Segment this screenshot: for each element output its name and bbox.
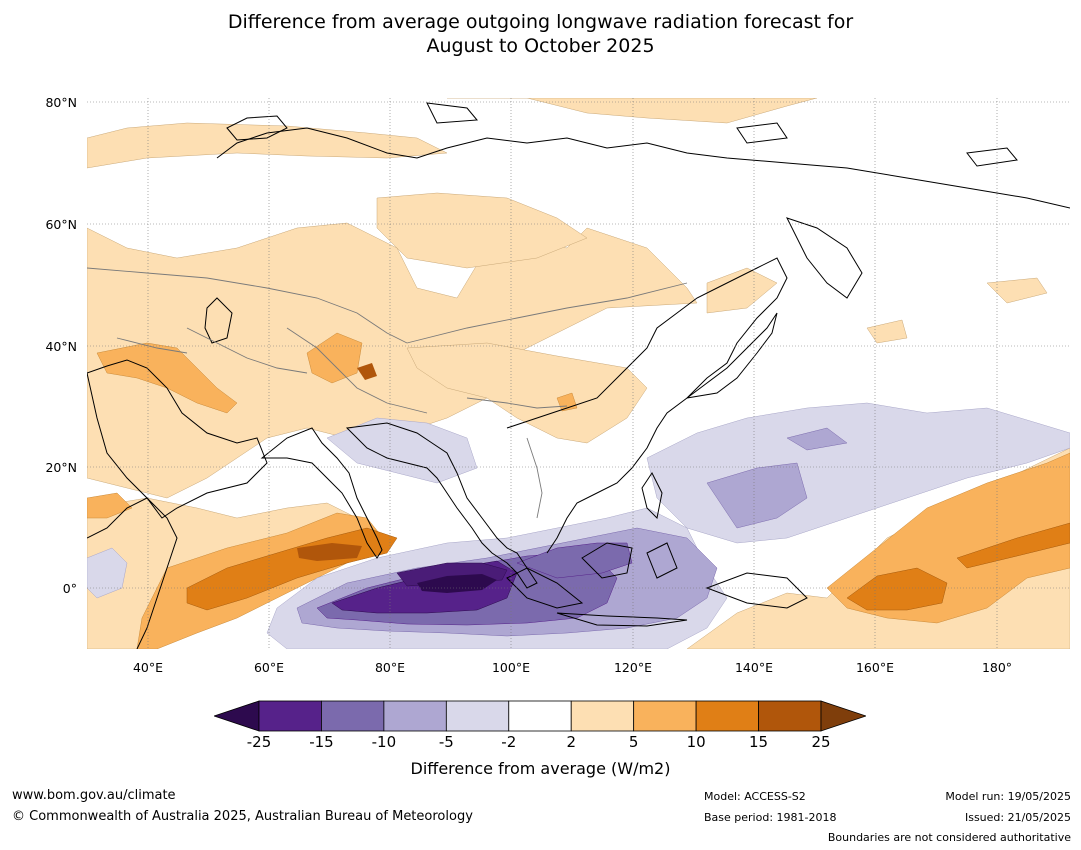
lon-label-40e: 40°E <box>132 660 164 675</box>
colorbar-tick-label: -2 <box>501 733 517 751</box>
colorbar-segment <box>570 700 635 732</box>
colorbar-tick-label: 2 <box>566 733 576 751</box>
colorbar-tick-label: 15 <box>749 733 769 751</box>
colorbar-tick-label: 10 <box>686 733 706 751</box>
colorbar-segment <box>321 700 385 732</box>
colorbar-segment <box>258 700 322 732</box>
colorbar-tick-label: -25 <box>246 733 272 751</box>
colorbar-segment <box>695 700 759 732</box>
lon-label-100e: 100°E <box>491 660 530 675</box>
title-line-2: August to October 2025 <box>426 35 655 57</box>
lat-label-60n: 60°N <box>45 217 77 232</box>
colorbar-title: Difference from average (W/m2) <box>410 759 671 778</box>
lon-label-80e: 80°E <box>374 660 406 675</box>
lat-label-20n: 20°N <box>45 460 77 475</box>
country-borders <box>87 267 688 519</box>
model-name: Model: ACCESS-S2 <box>704 790 806 803</box>
colorbar-extend-high <box>820 700 866 732</box>
lat-label-40n: 40°N <box>45 339 77 354</box>
colorbar-segment <box>383 700 447 732</box>
colorbar-segment <box>445 700 510 732</box>
colorbar-tick-label: -5 <box>438 733 454 751</box>
colorbar-extend-low <box>214 700 260 732</box>
lat-label-0: 0° <box>62 581 77 596</box>
colorbar-tick-label: -10 <box>371 733 397 751</box>
colorbar-segment <box>633 700 697 732</box>
lon-label-60e: 60°E <box>253 660 285 675</box>
title-line-1: Difference from average outgoing longwav… <box>227 11 854 33</box>
model-run-date: Model run: 19/05/2025 <box>945 790 1071 803</box>
lon-label-140e: 140°E <box>734 660 773 675</box>
website-link[interactable]: www.bom.gov.au/climate <box>12 788 176 803</box>
colorbar <box>214 700 866 732</box>
base-period: Base period: 1981-2018 <box>704 811 837 824</box>
colorbar-tick-label: 25 <box>811 733 831 751</box>
lon-label-160e: 160°E <box>855 660 894 675</box>
lon-label-120e: 120°E <box>613 660 652 675</box>
lon-label-180: 180° <box>981 660 1013 675</box>
colorbar-tick-label: 5 <box>628 733 639 751</box>
coastlines <box>87 102 1070 649</box>
issued-date: Issued: 21/05/2025 <box>964 811 1071 824</box>
gridlines <box>87 98 1070 649</box>
map-title: Difference from average outgoing longwav… <box>0 10 1081 58</box>
lat-label-80n: 80°N <box>45 95 77 110</box>
colorbar-segment <box>758 700 822 732</box>
anomaly-positive-extreme <box>297 363 377 561</box>
colorbar-tick-label: -15 <box>309 733 334 751</box>
copyright-text: © Commonwealth of Australia 2025, Austra… <box>12 809 473 824</box>
colorbar-segment <box>508 700 572 732</box>
olr-anomaly-map <box>87 98 1070 649</box>
boundaries-disclaimer: Boundaries are not considered authoritat… <box>827 831 1071 844</box>
